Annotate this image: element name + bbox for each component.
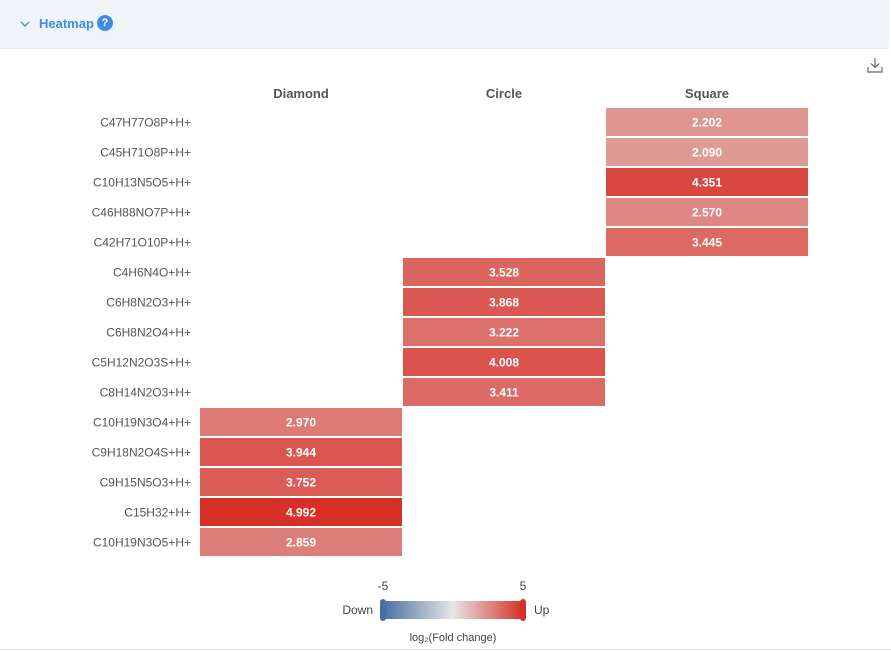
scale-handle-high[interactable] [520,599,526,621]
panel-header: Heatmap ? [0,0,889,49]
cell-value-label: 3.752 [286,476,316,490]
divider [0,649,891,650]
heatmap-cell[interactable] [200,498,402,526]
scale-max-label: 5 [520,579,527,593]
row-label: C4H6N4O+H+ [113,266,191,280]
panel-title[interactable]: Heatmap [39,16,94,31]
row-label: C45H71O8P+H+ [100,146,191,160]
help-icon[interactable]: ? [97,15,113,31]
heatmap-cell[interactable] [606,138,808,166]
heatmap-cell[interactable] [403,258,605,286]
heatmap-cell[interactable] [606,228,808,256]
scale-handle-low[interactable] [380,599,386,621]
color-scale-bar [383,601,523,619]
cell-value-label: 3.411 [489,386,519,400]
cell-value-label: 3.944 [286,446,316,460]
heatmap-cell[interactable] [606,108,808,136]
cell-value-label: 4.351 [692,176,722,190]
column-header: Diamond [273,86,329,101]
row-label: C10H19N3O4+H+ [93,416,191,430]
row-label: C10H19N3O5+H+ [93,536,191,550]
heatmap-cell[interactable] [403,348,605,376]
heatmap-cell[interactable] [606,168,808,196]
cell-value-label: 2.202 [692,116,722,130]
row-label: C15H32+H+ [124,506,191,520]
column-header: Square [685,86,729,101]
column-header: Circle [486,86,522,101]
row-label: C8H14N2O3+H+ [100,386,191,400]
row-label: C42H71O10P+H+ [94,236,191,250]
row-label: C47H77O8P+H+ [100,116,191,130]
row-label: C5H12N2O3S+H+ [92,356,191,370]
cell-value-label: 2.570 [692,206,722,220]
cell-value-label: 3.868 [489,296,519,310]
cell-value-label: 2.090 [692,146,722,160]
heatmap-cell[interactable] [606,198,808,226]
row-label: C46H88NO7P+H+ [92,206,191,220]
heatmap-cell[interactable] [200,408,402,436]
scale-high-text: Up [534,603,550,617]
chevron-down-icon[interactable] [19,18,31,30]
row-label: C9H18N2O4S+H+ [92,446,191,460]
row-label: C6H8N2O3+H+ [106,296,191,310]
cell-value-label: 4.008 [489,356,519,370]
cell-value-label: 2.859 [286,536,316,550]
row-label: C6H8N2O4+H+ [106,326,191,340]
download-icon[interactable] [866,56,884,74]
cell-value-label: 3.445 [692,236,722,250]
scale-title: log₂(Fold change) [410,632,497,644]
cell-value-label: 2.970 [286,416,316,430]
cell-value-label: 3.528 [489,266,519,280]
heatmap-cell[interactable] [200,528,402,556]
scale-low-text: Down [342,603,373,617]
heatmap-cell[interactable] [200,438,402,466]
heatmap-cell[interactable] [200,468,402,496]
heatmap-cell[interactable] [403,318,605,346]
heatmap-cell[interactable] [403,378,605,406]
scale-min-label: -5 [378,579,389,593]
cell-value-label: 3.222 [489,326,519,340]
heatmap-cell[interactable] [403,288,605,316]
row-label: C10H13N5O5+H+ [93,176,191,190]
row-label: C9H15N5O3+H+ [100,476,191,490]
cell-value-label: 4.992 [286,506,316,520]
